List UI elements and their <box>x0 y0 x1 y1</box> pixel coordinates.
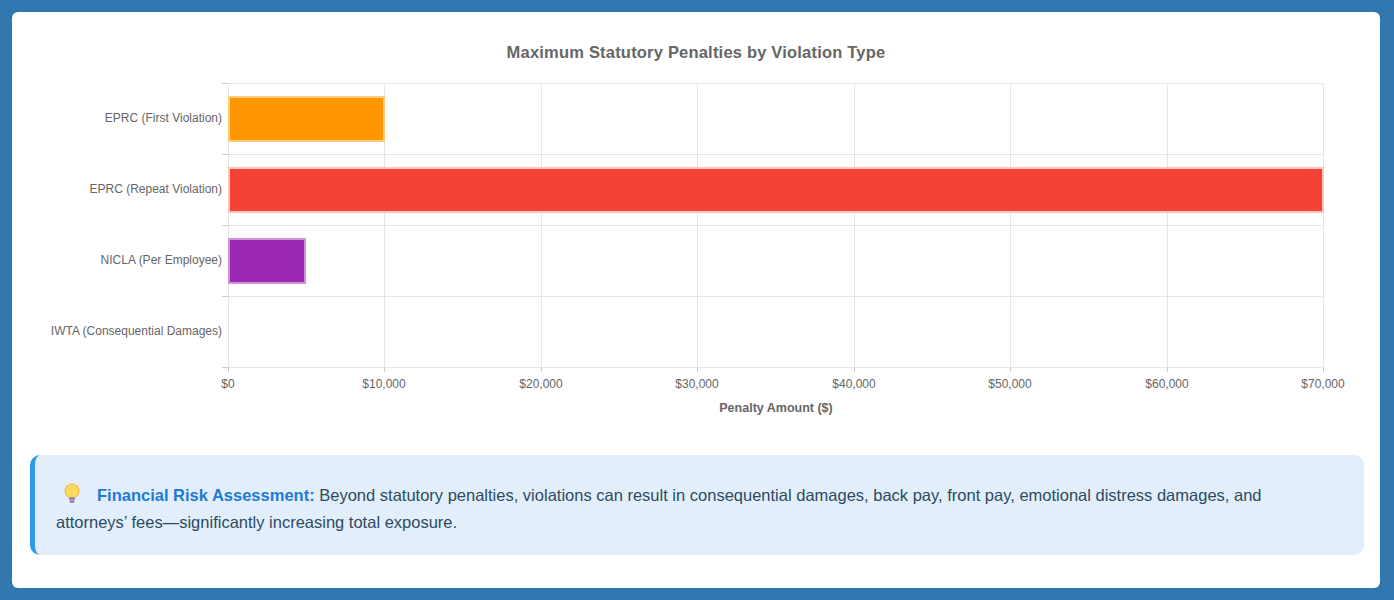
x-axis-tick-label: $40,000 <box>832 377 875 391</box>
y-axis-tick <box>222 225 228 226</box>
gridline-horizontal <box>228 225 1324 226</box>
y-axis-label: NICLA (Per Employee) <box>12 253 222 269</box>
chart-plot-area <box>228 83 1324 367</box>
y-axis-label: IWTA (Consequential Damages) <box>12 324 222 340</box>
y-axis-tick <box>222 154 228 155</box>
gridline-horizontal <box>228 367 1324 368</box>
x-axis-title: Penalty Amount ($) <box>228 401 1324 415</box>
content-card: Maximum Statutory Penalties by Violation… <box>12 12 1380 588</box>
y-axis-tick <box>222 296 228 297</box>
x-axis-tick-label: $60,000 <box>1145 377 1188 391</box>
y-axis-tick <box>222 367 228 368</box>
chart-title: Maximum Statutory Penalties by Violation… <box>12 43 1380 62</box>
x-axis-tick-label: $30,000 <box>675 377 718 391</box>
chart-bar[interactable] <box>228 238 306 284</box>
info-box: Financial Risk Assessment: Beyond statut… <box>30 455 1364 555</box>
x-axis-tick-label: $70,000 <box>1301 377 1344 391</box>
y-axis-label: EPRC (Repeat Violation) <box>12 182 222 198</box>
lightbulb-icon <box>62 483 82 505</box>
chart-bar[interactable] <box>228 167 1324 213</box>
x-axis-tick-label: $0 <box>221 377 234 391</box>
page: { "theme": { "frame_bg": "#3278b0", "car… <box>0 0 1394 600</box>
gridline-horizontal <box>228 154 1324 155</box>
x-axis-tick-label: $10,000 <box>362 377 405 391</box>
chart-bar[interactable] <box>228 96 385 142</box>
gridline-horizontal <box>228 83 1324 84</box>
x-axis-tick-label: $50,000 <box>988 377 1031 391</box>
gridline-horizontal <box>228 296 1324 297</box>
x-axis-tick-label: $20,000 <box>519 377 562 391</box>
y-axis-label: EPRC (First Violation) <box>12 111 222 127</box>
y-axis-tick <box>222 83 228 84</box>
info-box-title: Financial Risk Assessment: <box>97 486 315 504</box>
